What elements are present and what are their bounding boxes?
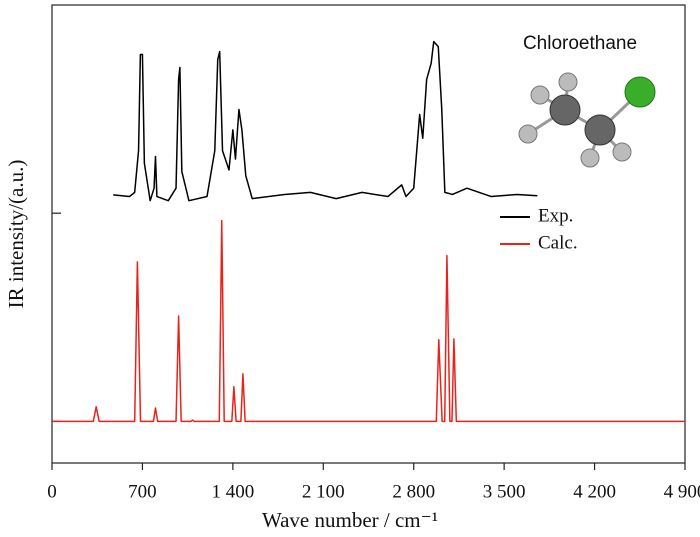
- x-tick-label: 1 400: [211, 481, 254, 502]
- molecule: [518, 72, 656, 168]
- x-tick-label: 2 100: [302, 481, 345, 502]
- x-tick-label: 0: [47, 481, 57, 502]
- x-tick-label: 700: [128, 481, 157, 502]
- x-tick-label: 3 500: [483, 481, 526, 502]
- x-tick-label: 4 900: [664, 481, 700, 502]
- series-line: [52, 219, 685, 423]
- x-tick-label: 4 200: [573, 481, 616, 502]
- legend-label: Calc.: [538, 232, 578, 253]
- x-axis-title: Wave number / cm⁻¹: [262, 508, 438, 532]
- molecule-title: Chloroethane: [523, 33, 637, 54]
- plot-frame: [51, 4, 686, 464]
- y-axis-title: IR intensity/(a.u.): [4, 160, 28, 309]
- x-tick-label: 2 800: [392, 481, 435, 502]
- series-line: [113, 40, 538, 202]
- legend-label: Exp.: [538, 205, 573, 226]
